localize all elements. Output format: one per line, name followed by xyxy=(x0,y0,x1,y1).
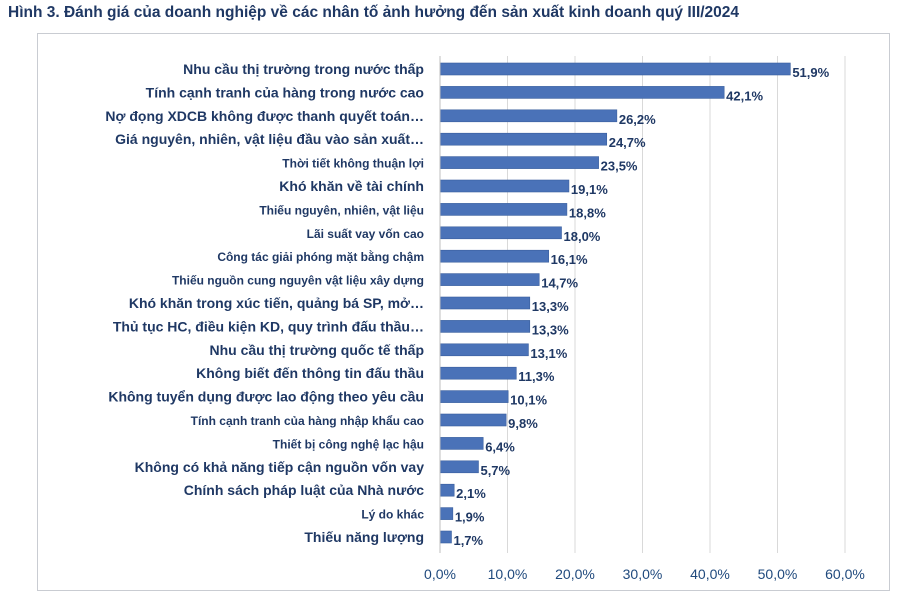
bar xyxy=(439,320,531,333)
category-label: Lý do khác xyxy=(361,508,424,522)
category-label: Khó khăn về tài chính xyxy=(279,178,424,194)
category-label: Thiếu nguồn cung nguyên vật liệu xây dựn… xyxy=(172,274,424,288)
bar xyxy=(439,390,509,403)
data-label: 16,1% xyxy=(551,252,588,267)
category-label: Thiếu năng lượng xyxy=(304,529,424,545)
bar xyxy=(439,413,507,427)
data-label: 6,4% xyxy=(485,439,515,454)
bar xyxy=(439,203,568,216)
bar xyxy=(439,273,540,286)
data-label: 26,2% xyxy=(619,112,656,127)
data-label: 13,3% xyxy=(532,322,569,337)
x-tick-label: 20,0% xyxy=(555,566,595,582)
bar xyxy=(439,132,608,146)
category-label: Không có khả năng tiếp cận nguồn vốn vay xyxy=(135,459,425,475)
category-label: Tính cạnh tranh của hàng trong nước cao xyxy=(146,84,424,100)
category-label: Nhu cầu thị trường quốc tế thấp xyxy=(209,342,424,358)
category-label: Tính cạnh tranh của hàng nhập khẩu cao xyxy=(191,414,424,428)
bar xyxy=(439,296,531,310)
category-label: Thiếu nguyên, nhiên, vật liệu xyxy=(259,203,424,217)
bar xyxy=(439,86,725,99)
category-label: Giá nguyên, nhiên, vật liệu đầu vào sản … xyxy=(115,131,424,147)
x-tick-label: 40,0% xyxy=(690,566,730,582)
category-label: Thủ tục HC, điều kiện KD, quy trình đấu … xyxy=(113,318,424,334)
x-tick-label: 30,0% xyxy=(623,566,663,582)
data-label: 11,3% xyxy=(518,369,555,384)
bar xyxy=(439,460,479,474)
category-label: Nhu cầu thị trường trong nước thấp xyxy=(183,61,424,77)
data-label: 2,1% xyxy=(456,486,486,501)
bar xyxy=(439,343,529,357)
category-label: Thiết bị công nghệ lạc hậu xyxy=(273,437,424,451)
data-label: 5,7% xyxy=(480,463,510,478)
data-label: 13,1% xyxy=(530,346,567,361)
bar xyxy=(439,62,791,76)
bar xyxy=(439,156,599,169)
data-label: 9,8% xyxy=(508,416,538,431)
bar xyxy=(439,249,549,263)
data-label: 18,8% xyxy=(569,205,606,220)
data-label: 10,1% xyxy=(510,393,547,408)
data-label: 1,9% xyxy=(455,510,485,525)
data-label: 19,1% xyxy=(571,182,608,197)
data-label: 42,1% xyxy=(726,88,763,103)
category-label: Công tác giải phóng mặt bằng chậm xyxy=(217,249,424,264)
data-label: 14,7% xyxy=(541,276,578,291)
x-tick-label: 0,0% xyxy=(424,566,456,582)
data-label: 18,0% xyxy=(564,229,601,244)
category-label: Không biết đến thông tin đấu thầu xyxy=(196,365,424,381)
bar xyxy=(439,109,618,123)
data-label: 24,7% xyxy=(609,135,646,150)
data-label: 51,9% xyxy=(792,65,829,80)
data-label: 23,5% xyxy=(601,159,638,174)
category-label: Không tuyển dụng được lao động theo yêu … xyxy=(108,389,424,405)
x-tick-label: 10,0% xyxy=(488,566,528,582)
category-label: Nợ đọng XDCB không được thanh quyết toán… xyxy=(105,108,424,124)
chart-frame xyxy=(37,33,890,591)
data-label: 1,7% xyxy=(453,533,483,548)
bar xyxy=(439,530,452,544)
x-tick-label: 60,0% xyxy=(825,566,865,582)
bar xyxy=(439,226,562,240)
x-tick-label: 50,0% xyxy=(758,566,798,582)
bar xyxy=(439,179,570,193)
bar xyxy=(439,483,455,497)
bar xyxy=(439,437,484,450)
category-label: Lãi suất vay vốn cao xyxy=(307,227,424,241)
category-label: Chính sách pháp luật của Nhà nước xyxy=(184,482,424,498)
category-label: Thời tiết không thuận lợi xyxy=(282,157,424,171)
bar xyxy=(439,366,517,380)
category-label: Khó khăn trong xúc tiến, quảng bá SP, mở… xyxy=(129,295,424,311)
chart-title: Hình 3. Đánh giá của doanh nghiệp về các… xyxy=(8,4,740,21)
bar xyxy=(439,507,454,520)
data-label: 13,3% xyxy=(532,299,569,314)
